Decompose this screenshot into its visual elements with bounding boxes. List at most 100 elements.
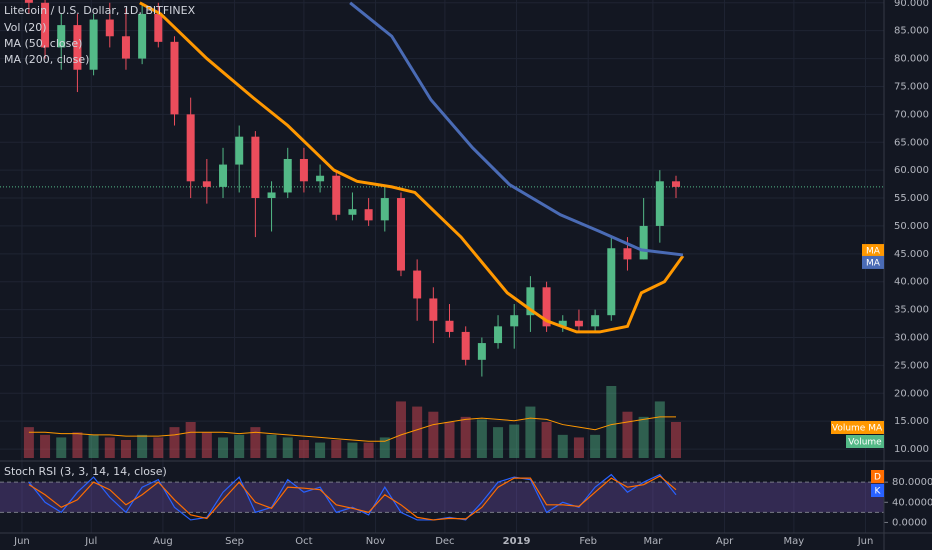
candle-body	[672, 181, 680, 187]
ma-tag	[862, 255, 884, 269]
candle-body	[138, 13, 147, 59]
x-tick-label: Feb	[579, 536, 597, 547]
candle-body	[429, 298, 438, 321]
candle-body	[332, 175, 341, 215]
volume-bar	[541, 422, 552, 458]
x-tick-label: 2019	[503, 536, 531, 547]
stoch-line	[28, 475, 677, 521]
stoch-tag	[871, 484, 884, 497]
y-tick-label: 85.000	[894, 26, 929, 37]
volume-bar	[412, 406, 423, 458]
volume-bar	[573, 437, 584, 458]
candle-body	[316, 175, 325, 182]
candle-body	[623, 248, 632, 260]
y-tick-label: 45.000	[894, 249, 929, 260]
candle-body	[477, 343, 486, 360]
y-tick-label: 40.000	[894, 277, 929, 288]
volume-bar	[56, 437, 67, 458]
volume-bar	[218, 437, 229, 458]
y-tick-label: 50.000	[894, 221, 929, 232]
candle-body	[24, 0, 33, 3]
volume-bar	[40, 434, 51, 458]
volume-bar	[104, 437, 115, 458]
y-tick-label: 65.000	[894, 137, 929, 148]
volume-bar	[606, 386, 617, 458]
volume-bar	[622, 411, 633, 458]
volume-bar	[509, 424, 520, 458]
ma-legend: MA (200, close)	[4, 53, 89, 66]
x-tick-label: May	[784, 536, 805, 547]
volume-bar	[331, 440, 342, 458]
stoch-line	[28, 473, 677, 521]
x-tick-label: Nov	[366, 536, 386, 547]
candle-body	[413, 270, 422, 299]
candle-body	[510, 315, 519, 327]
stoch-band	[0, 482, 884, 513]
volume-bar	[590, 434, 601, 458]
volume-tag-label: Volume	[848, 438, 882, 448]
ma-legend: MA (50, close)	[4, 37, 82, 50]
candle-body	[73, 25, 82, 70]
candle-body	[267, 192, 276, 199]
x-tick-label: Jul	[84, 536, 97, 547]
y-tick-label: 60.000	[894, 165, 929, 176]
volume-bar	[363, 442, 374, 458]
y-tick-label: 55.000	[894, 193, 929, 204]
chart-title: Litecoin / U.S. Dollar, 1D, BITFINEX	[4, 4, 196, 17]
volume-bar	[444, 422, 455, 458]
volume-bar	[493, 427, 504, 458]
stoch-tag-label: K	[875, 487, 882, 497]
candle-body	[202, 181, 211, 187]
y-tick-label: 20.000	[894, 388, 929, 399]
candle-body	[558, 320, 567, 327]
x-tick-label: Mar	[643, 536, 663, 547]
volume-bar	[298, 440, 309, 458]
volume-bar	[23, 427, 34, 458]
candle-body	[41, 2, 50, 48]
candle-body	[186, 114, 195, 182]
stoch-tag	[871, 470, 884, 483]
volume-legend: Vol (20)	[4, 21, 47, 34]
volume-bar	[72, 432, 83, 458]
candle-body	[105, 19, 114, 37]
volume-bar	[460, 416, 471, 458]
volume-bar	[315, 442, 326, 458]
x-tick-label: Oct	[295, 536, 312, 547]
candle-body	[526, 287, 535, 316]
candle-body	[542, 287, 551, 327]
volume-bar	[557, 434, 568, 458]
volume-bar	[120, 440, 131, 458]
volume-bar	[671, 422, 681, 458]
stoch-title: Stoch RSI (3, 3, 14, 14, close)	[4, 465, 167, 478]
volume-bar	[428, 411, 439, 458]
candle-body	[574, 320, 583, 327]
x-tick-label: Aug	[153, 536, 173, 547]
candle-body	[235, 136, 244, 165]
volume-ma-tag	[831, 421, 884, 434]
y-tick-label: 10.000	[894, 444, 929, 455]
x-tick-label: Dec	[435, 536, 454, 547]
volume-bar	[137, 434, 148, 458]
stoch-tag-label: D	[874, 473, 881, 483]
x-tick-label: Apr	[716, 536, 734, 547]
volume-bar	[395, 401, 406, 458]
volume-bar	[88, 434, 99, 458]
y-tick-label: 80.000	[894, 54, 929, 65]
volume-bar	[153, 437, 164, 458]
candle-body	[364, 209, 373, 221]
x-tick-label: Jun	[13, 536, 30, 547]
candle-body	[639, 225, 648, 260]
volume-bar	[379, 437, 390, 458]
candle-body	[591, 315, 600, 327]
candle-body	[607, 248, 616, 316]
y-tick-label: 25.000	[894, 360, 929, 371]
x-tick-label: Jun	[857, 536, 874, 547]
volume-ma-tag-label: Volume MA	[832, 424, 883, 434]
volume-bar	[347, 442, 358, 458]
volume-bar	[476, 419, 487, 458]
volume-bar	[250, 427, 261, 458]
volume-bar	[185, 422, 196, 458]
y-tick-label: 15.000	[894, 416, 929, 427]
